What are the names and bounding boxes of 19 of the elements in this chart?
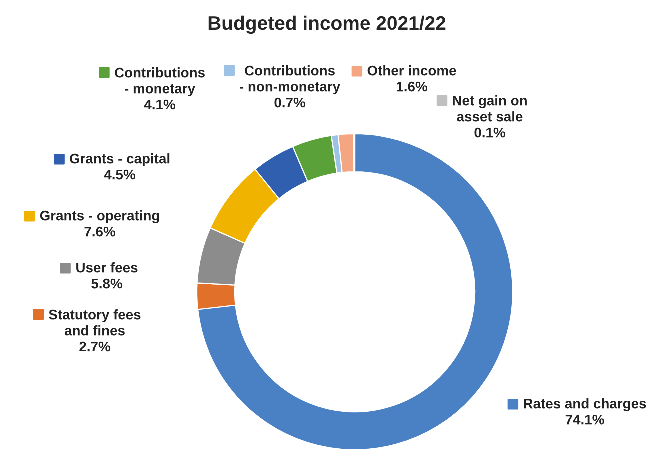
legend-label: Statutory fees and fines <box>49 310 141 336</box>
legend-label: Contributions - monetary <box>115 68 205 96</box>
data-label: 1.6% <box>397 82 428 92</box>
legend-label: Grants - capital <box>70 154 170 166</box>
data-label: 0.1% <box>474 128 506 138</box>
legend-label: Contributions - non-monetary <box>240 66 340 94</box>
legend-label: Net gain on asset sale <box>453 96 527 122</box>
legend-label: User fees <box>76 262 138 273</box>
legend-label: Grants - operating <box>40 210 160 224</box>
legend-label: Rates and charges <box>524 398 646 412</box>
data-label: 5.8% <box>92 278 122 289</box>
data-label: 0.7% <box>274 98 306 108</box>
data-label: 2.7% <box>80 342 110 352</box>
data-label: 4.1% <box>144 100 176 110</box>
data-label: 4.5% <box>104 170 136 180</box>
data-label: 7.6% <box>84 226 116 237</box>
data-label: 74.1% <box>566 414 604 425</box>
legend-label: Other income <box>368 66 456 76</box>
chart-title: Budgeted income 2021/22 <box>208 16 446 34</box>
